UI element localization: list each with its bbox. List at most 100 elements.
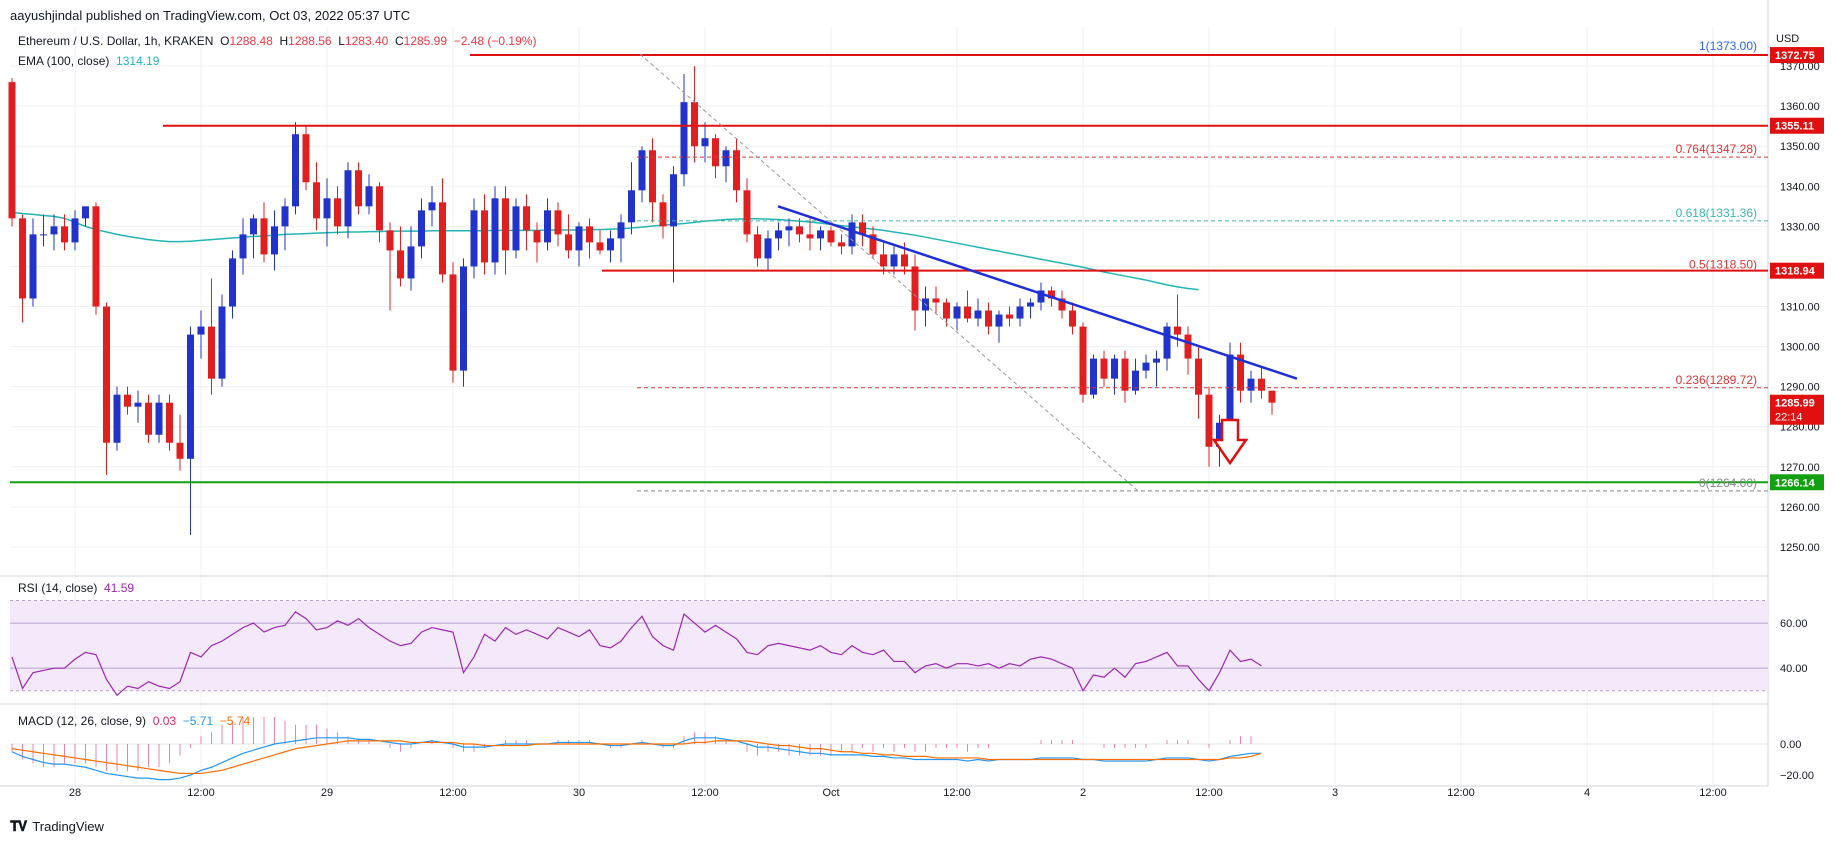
rsi-tick-label: 60.00 [1780,618,1808,630]
candle-body [323,198,331,219]
ohlc-close: 1285.99 [403,34,448,48]
ema-value: 1314.19 [116,54,160,68]
candle-body [386,230,394,251]
macd-signal-line [11,740,1262,775]
price-label-text: 1355.11 [1775,121,1814,133]
macd-hist-value: 0.03 [152,714,177,728]
symbol-legend: Ethereum / U.S. Dollar, 1h, KRAKEN O1288… [18,34,537,48]
candle-body [1195,358,1202,395]
footer-brand: TradingView [32,819,104,834]
candle-body [208,326,215,379]
candle-body [1111,358,1118,379]
candle-body [911,266,919,311]
currency-label: USD [1776,33,1799,45]
price-label-box [1770,394,1824,425]
candle-body [901,254,908,267]
y-tick-label: 1300.00 [1780,342,1820,354]
fib-level-label: 0(1264.00) [1699,476,1757,490]
candle-body [113,394,121,443]
ema-line [11,211,1199,291]
ohlc-high: 1288.56 [288,34,332,48]
candle-body [1016,306,1024,319]
x-tick-label: 3 [1332,787,1338,799]
x-tick-label: 12:00 [439,787,467,799]
price-label-text: 1266.14 [1775,477,1816,489]
candle-body [239,234,247,259]
candle-body [302,134,310,183]
candle-body [817,230,824,239]
x-tick-label: 12:00 [943,787,971,799]
candle-body [1048,290,1055,299]
candle-body [575,226,583,251]
rsi-band [10,600,1768,691]
x-tick-label: Oct [822,787,839,799]
candle-body [1006,314,1013,319]
tradingview-logo-icon: 𝐓𝐕 [10,818,27,834]
candle-body [712,138,719,167]
candle-body [670,174,677,227]
candle-body [806,234,814,239]
candle-body [649,150,656,203]
candle-body [838,242,845,247]
candle-body [628,190,635,223]
candle-body [848,222,856,247]
candle-body [890,254,898,267]
candle-body [481,210,488,263]
x-tick-label: 29 [321,787,333,799]
candle-body [50,226,58,235]
trendline [777,205,1298,380]
candle-body [1216,422,1223,447]
price-label-box [1770,47,1824,64]
candle-body [859,222,866,235]
candle-body [229,258,236,307]
candle-body [1132,370,1139,391]
price-label-timer: 22:14 [1775,412,1803,424]
down-arrow-icon [1211,418,1249,466]
candle-body [1174,326,1181,335]
candle-body [1027,302,1034,307]
price-label-text: 1318.94 [1775,266,1816,278]
candle-body [1069,310,1076,327]
candle-body [953,306,961,319]
candle-body [502,198,509,251]
candle-body [1121,358,1129,391]
candle-body [313,182,320,219]
candle-body [187,334,194,459]
macd-tick-label: 0.00 [1780,739,1801,751]
candle-body [1100,358,1108,379]
y-tick-label: 1270.00 [1780,462,1820,474]
candle-body [491,198,499,263]
y-tick-label: 1350.00 [1780,141,1820,153]
candle-body [596,242,604,251]
candle-body [418,210,425,247]
candle-body [40,234,47,236]
candle-body [19,218,26,299]
y-tick-label: 1250.00 [1780,542,1820,554]
candle-body [691,102,698,147]
candle-body [554,210,562,235]
candle-body [680,102,688,175]
candle-body [722,150,730,167]
candle-body [281,206,289,227]
candle-body [995,314,1003,327]
fib-level-label: 0.5(1318.50) [1689,257,1757,271]
price-label-text: 1285.99 [1775,398,1815,410]
macd-line [11,737,1262,781]
candle-body [659,202,667,227]
candle-body [869,234,877,255]
x-tick-label: 12:00 [187,787,215,799]
candle-body [827,230,835,243]
candle-body [355,170,362,207]
candle-body [428,202,436,211]
candle-body [796,226,803,235]
candle-body [754,234,761,259]
fib-level-label: 0.236(1289.72) [1676,373,1757,387]
fib-level-label: 1(1373.00) [1699,39,1757,53]
macd-legend: MACD (12, 26, close, 9) 0.03 −5.71 −5.74 [18,714,251,728]
candle-body [1142,362,1150,371]
candle-body [218,306,226,379]
rsi-value: 41.59 [104,581,135,595]
candle-body [470,210,478,267]
y-tick-label: 1340.00 [1780,181,1820,193]
